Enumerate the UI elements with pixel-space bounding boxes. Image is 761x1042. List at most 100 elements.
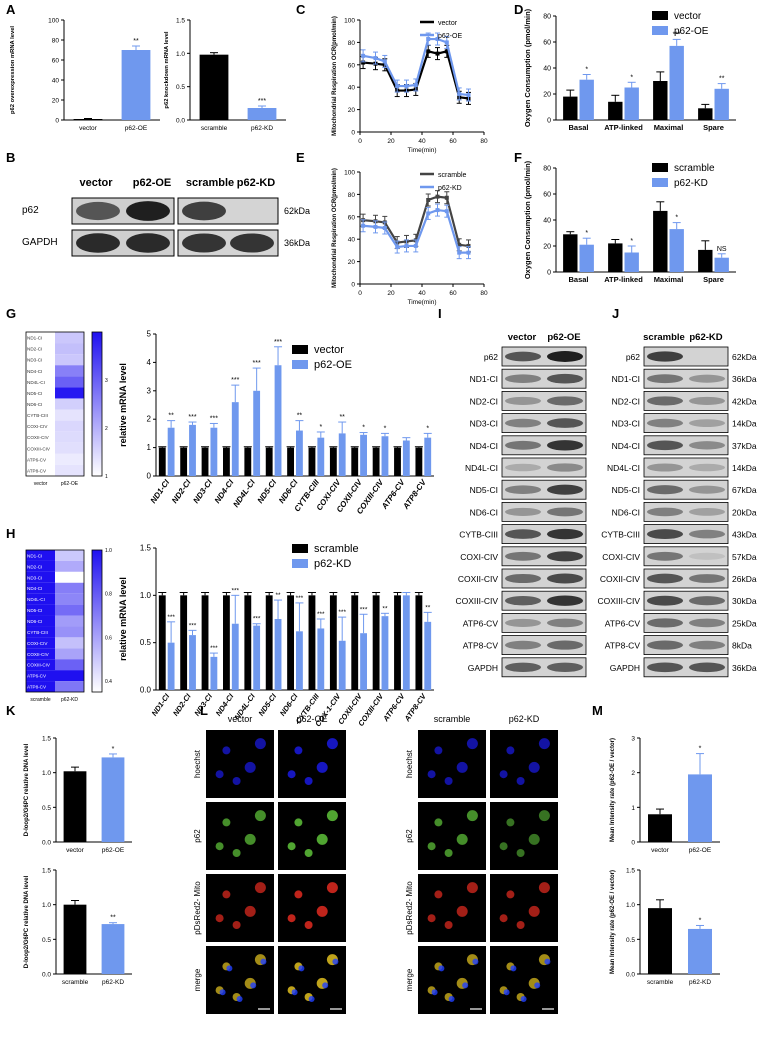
significance-label: *** — [231, 587, 239, 594]
x-tick-label: ND1-CI — [149, 477, 172, 505]
bar — [688, 774, 712, 842]
x-tick-label: Spare — [703, 123, 724, 132]
cell-spot — [254, 810, 266, 822]
y-tick-label: 60 — [348, 62, 356, 69]
legend-swatch — [292, 544, 308, 553]
blot-band — [547, 528, 583, 540]
bar — [579, 79, 594, 120]
heatmap-cell — [26, 582, 55, 594]
blot-row-label: ATP6-CV — [463, 618, 499, 628]
row-label: ATP8-CV — [27, 468, 47, 473]
bar — [669, 45, 684, 120]
blot-band — [689, 419, 725, 428]
microscopy-col-label: p62-OE — [296, 714, 327, 724]
heatmap-cell — [26, 420, 55, 432]
legend-label: p62-OE — [314, 359, 352, 371]
heatmap-cell — [26, 464, 55, 476]
panel-letter: B — [6, 150, 15, 165]
blot-band — [689, 574, 725, 583]
cell-spot — [427, 914, 436, 923]
bar — [329, 447, 337, 476]
y-tick-label: 0.5 — [626, 937, 635, 944]
microscopy-row-label: p62 — [193, 829, 202, 843]
y-tick-label: 40 — [543, 218, 551, 225]
y-tick-label: 0 — [147, 472, 152, 481]
y-tick-label: 20 — [348, 259, 356, 266]
microscopy-row-label: hoechst — [405, 749, 414, 778]
bar — [63, 904, 87, 974]
cell-spot — [232, 849, 241, 857]
significance-label: ** — [297, 413, 303, 420]
blot-row-label: ND1-CI — [612, 374, 640, 384]
bar — [351, 595, 359, 690]
cell-spot — [322, 982, 329, 989]
cell-spot — [466, 882, 478, 894]
significance-label: ** — [276, 592, 282, 599]
row-label: ATP8-CV — [27, 685, 47, 690]
heatmap-cell — [55, 560, 84, 572]
x-tick-label: 80 — [480, 290, 488, 297]
y-tick-label: 1.5 — [140, 544, 152, 553]
bar — [360, 633, 367, 690]
data-point — [395, 84, 400, 89]
data-point — [426, 211, 431, 216]
x-tick-label: p62-KD — [251, 125, 273, 132]
data-point — [413, 82, 418, 87]
blot-row-label: GAPDH — [610, 663, 640, 673]
blot-frame — [643, 635, 729, 655]
cell-spot — [528, 761, 540, 773]
heatmap-cell — [55, 648, 84, 660]
x-tick-label: scramble — [62, 979, 89, 986]
blot-band — [647, 418, 683, 428]
bar — [624, 87, 639, 120]
cell-spot — [294, 746, 303, 755]
bar — [329, 595, 337, 690]
y-axis-title: Mean Intensity rate (p62-OE / vector) — [610, 870, 616, 974]
microscopy-col-label: p62-KD — [509, 714, 540, 724]
y-tick-label: 0 — [351, 282, 355, 289]
heatmap-cell — [55, 593, 84, 605]
blot-band — [547, 507, 583, 517]
bar — [653, 81, 668, 120]
cell-spot — [466, 738, 478, 750]
legend-label: vector — [674, 11, 702, 22]
blot-row-label: ATP8-CV — [463, 641, 499, 651]
blot-band — [689, 441, 725, 450]
y-tick-label: 1 — [147, 443, 152, 452]
kda-label: 42kDa — [732, 396, 757, 406]
heatmap-cell — [26, 648, 55, 660]
bar — [424, 437, 432, 476]
heatmap-cell — [55, 409, 84, 421]
cell-spot — [250, 982, 257, 989]
heatmap-cell — [26, 354, 55, 366]
panel-letter: E — [296, 150, 305, 165]
kda-label: 36kDa — [732, 663, 757, 673]
heatmap-cell — [26, 560, 55, 572]
panel-letter: C — [296, 2, 306, 17]
blot-frame — [643, 457, 729, 478]
blot-row-label: ND6-CI — [470, 507, 498, 517]
significance-label: * — [675, 215, 678, 222]
bar — [121, 50, 151, 120]
blot-band — [647, 551, 683, 561]
bar — [101, 757, 125, 842]
blot-band — [182, 201, 226, 221]
legend-swatch — [292, 360, 308, 369]
bar — [231, 402, 239, 476]
x-tick-label: 40 — [418, 290, 426, 297]
cell-spot — [431, 989, 438, 996]
blot-band — [689, 396, 725, 405]
cell-spot — [503, 989, 510, 996]
significance-label: NS — [717, 246, 727, 253]
y-tick-label: 80 — [543, 14, 551, 21]
y-tick-label: 2 — [631, 770, 635, 777]
blot-row-label: ND4L-CI — [465, 463, 498, 473]
data-point — [457, 242, 462, 247]
blot-row-label: COXII-CIV — [458, 574, 498, 584]
panel-letter: M — [592, 703, 603, 718]
blot-band — [230, 233, 274, 253]
heatmap-cell — [26, 365, 55, 377]
blot-band — [647, 529, 683, 540]
microscopy-col-label: vector — [228, 714, 253, 724]
cell-spot — [316, 905, 328, 917]
